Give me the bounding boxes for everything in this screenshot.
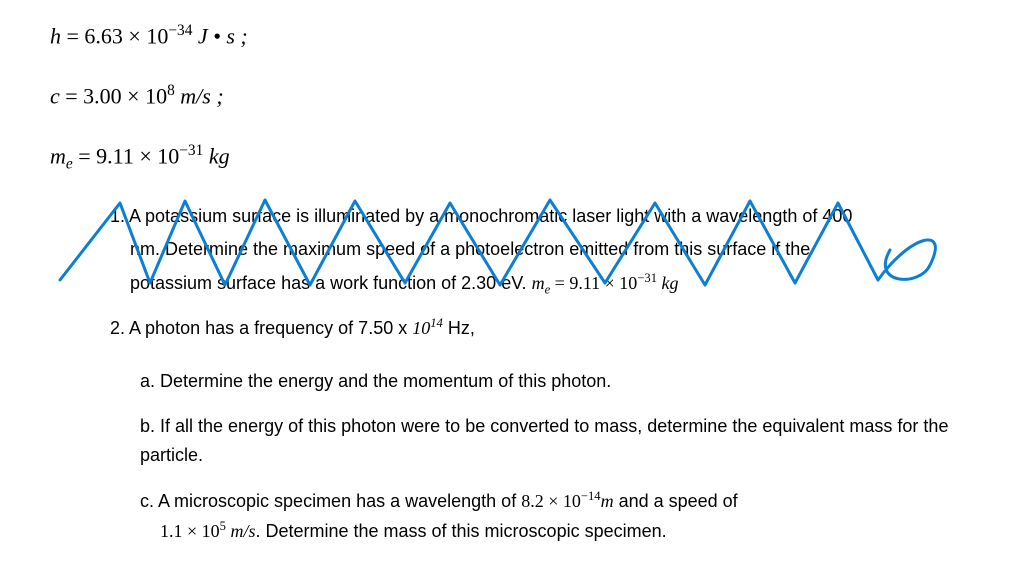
c-unit: m/s ; [175,83,224,108]
q1-line1: 1. A potassium surface is illuminated by… [110,204,969,229]
c-exp: 8 [167,82,175,99]
h-value: = 6.63 × 10 [61,23,168,48]
me-symbol: m [50,144,66,169]
h-symbol: h [50,23,61,48]
constant-h: h = 6.63 × 10−34 J • s ; [50,20,969,52]
constant-me: me = 9.11 × 10−31 kg [50,140,969,175]
q1-line2: nm. Determine the maximum speed of a pho… [130,237,969,262]
constant-c: c = 3.00 × 108 m/s ; [50,80,969,112]
question-2b: b. If all the energy of this photon were… [140,412,969,470]
me-exp: −31 [179,142,203,159]
c-symbol: c [50,83,60,108]
question-2c: c. A microscopic specimen has a waveleng… [140,486,969,546]
question-2a: a. Determine the energy and the momentum… [140,367,969,396]
h-unit: J • s ; [192,23,247,48]
question-1: 1. A potassium surface is illuminated by… [110,204,969,300]
c-value: = 3.00 × 10 [60,83,167,108]
q1-line3: potassium surface has a work function of… [130,270,969,299]
me-sub: e [66,156,73,173]
me-value: = 9.11 × 10 [73,144,180,169]
me-unit: kg [203,144,229,169]
question-2-intro: 2. A photon has a frequency of 7.50 x 10… [110,315,969,341]
h-exp: −34 [168,22,192,39]
